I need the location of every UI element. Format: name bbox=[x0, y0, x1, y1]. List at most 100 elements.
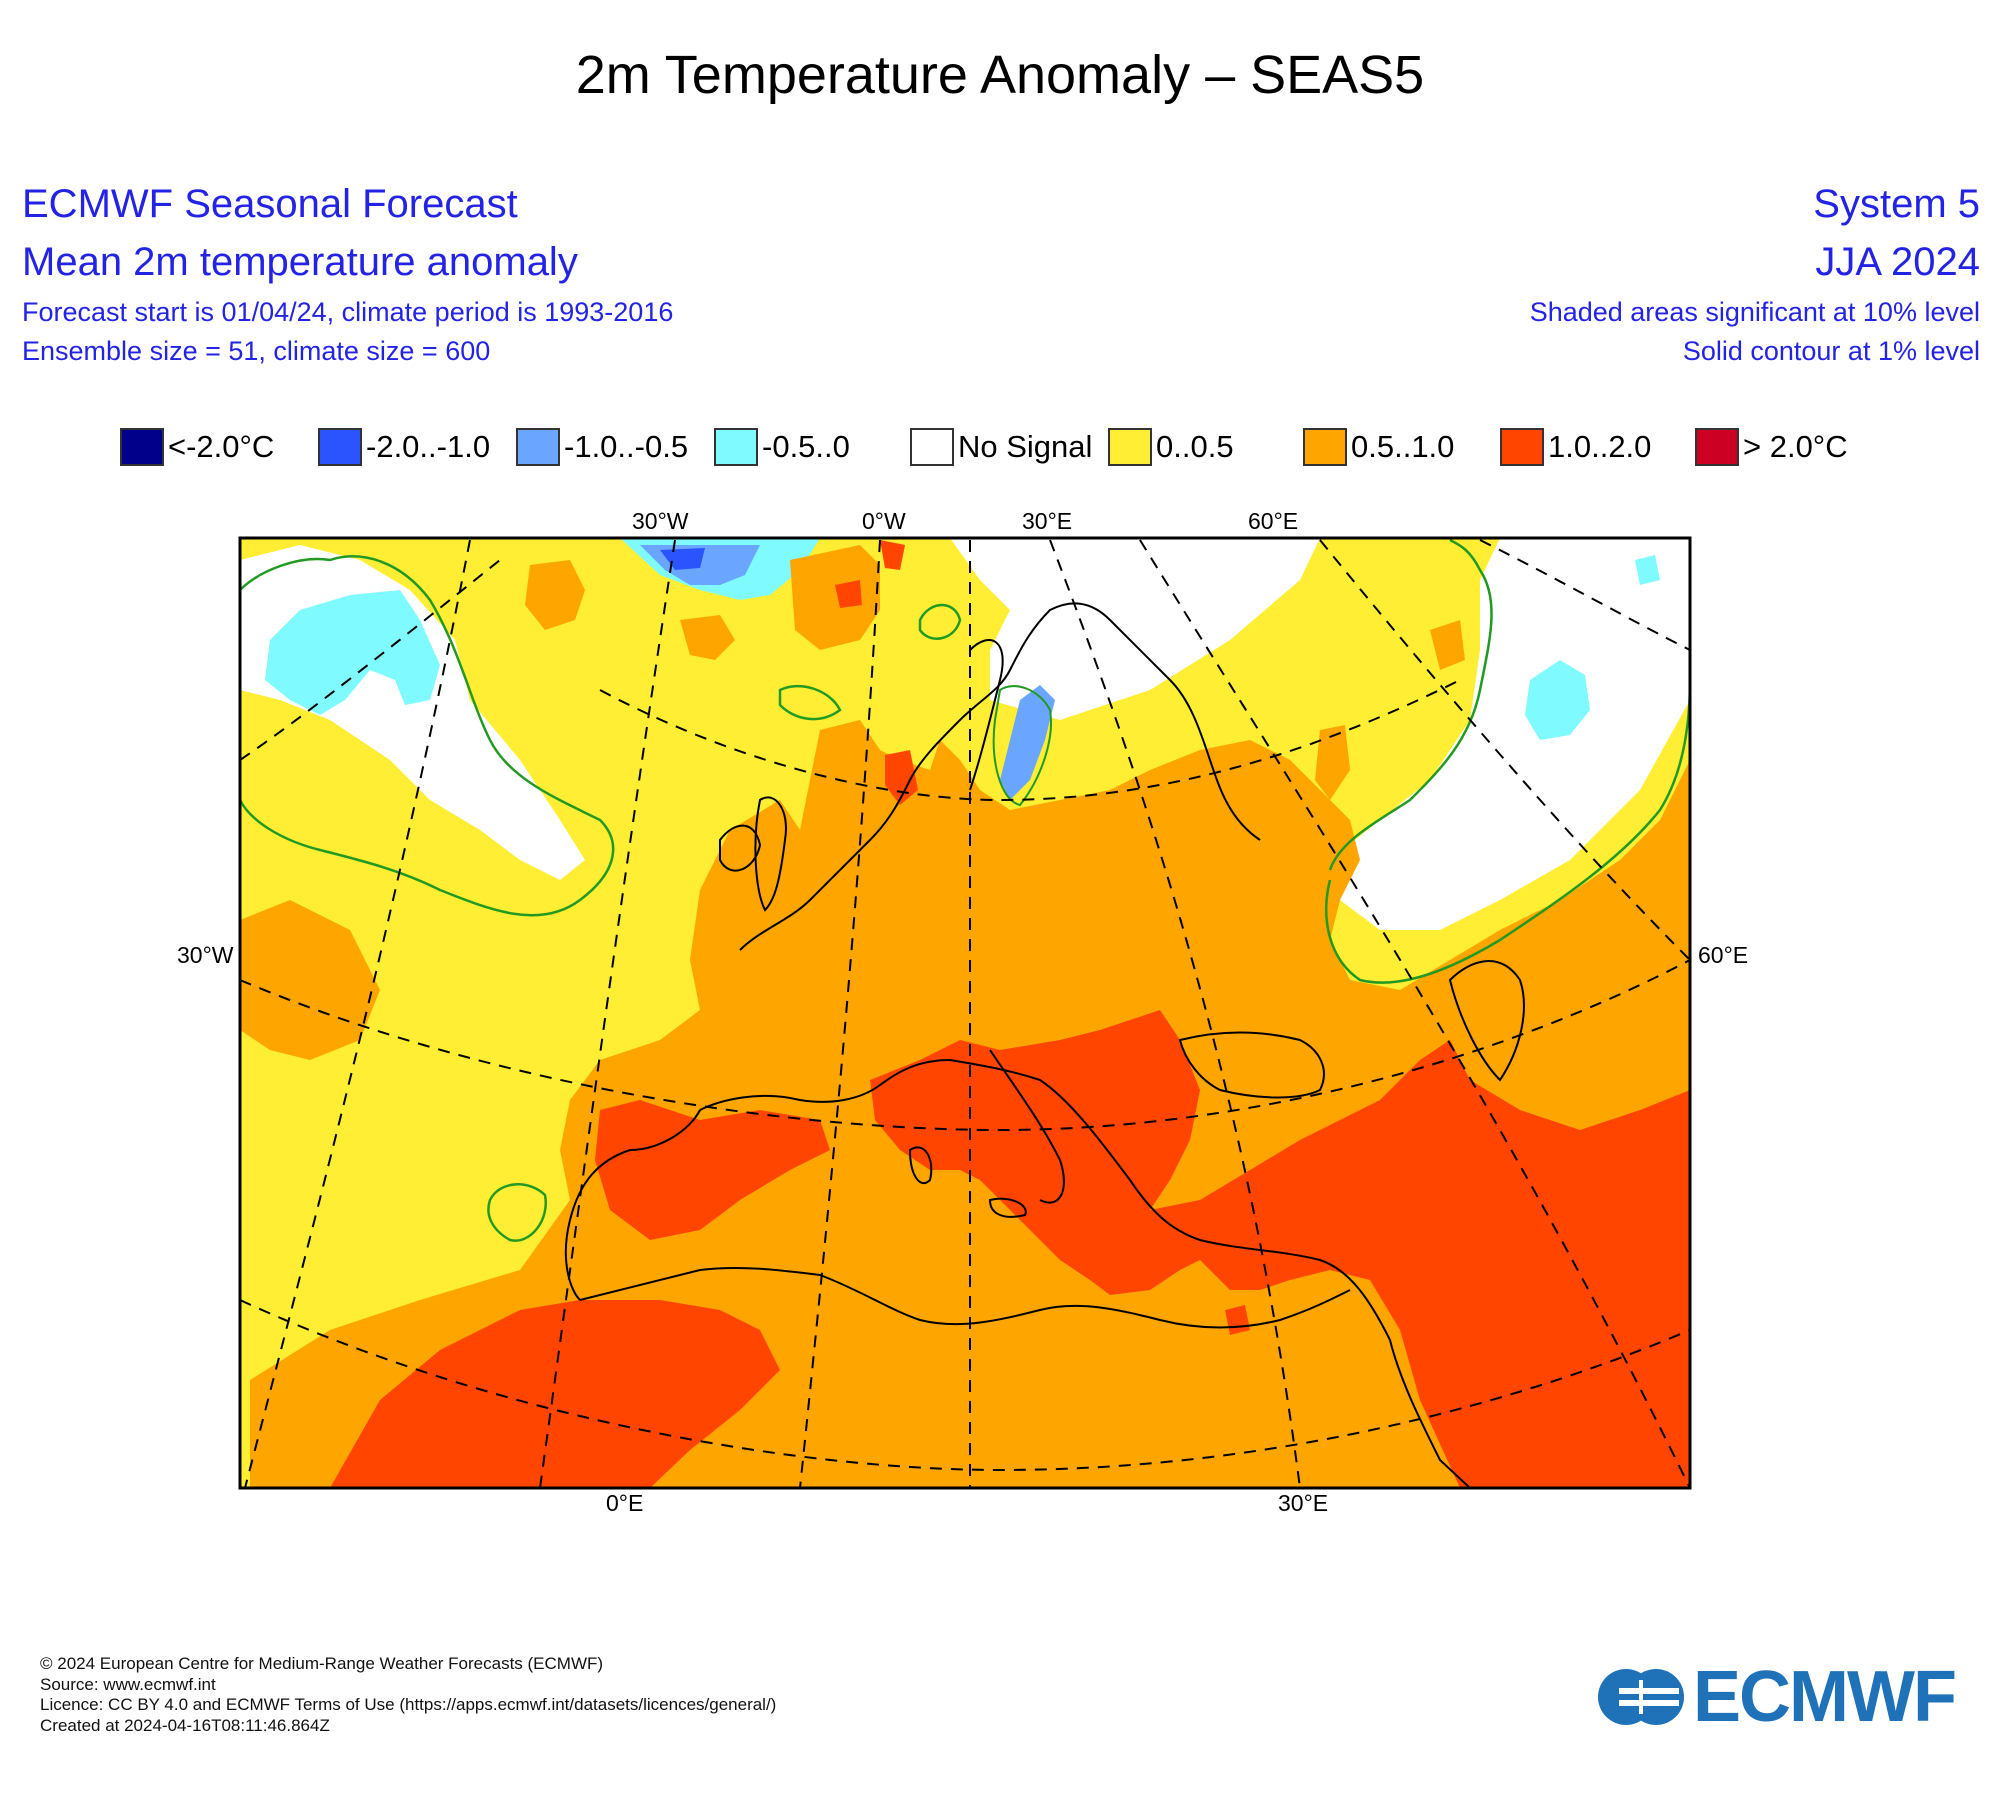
contour-atlantic-small bbox=[487, 1183, 548, 1242]
contour-russia-south bbox=[1325, 679, 1690, 984]
shade-white-scandinavia bbox=[950, 538, 1320, 720]
shade-red-north-sea bbox=[880, 540, 905, 570]
graticule bbox=[240, 539, 1690, 1488]
footer-credits: © 2024 European Centre for Medium-Range … bbox=[40, 1654, 776, 1736]
legend-item-minus1-minus05: -1.0..-0.5 bbox=[516, 428, 688, 466]
shade-white-russia bbox=[1330, 538, 1690, 930]
axis-label-top-60e: 60°E bbox=[1248, 508, 1299, 534]
shade-red-norwegian bbox=[835, 580, 862, 608]
coast-sicily bbox=[988, 1197, 1027, 1218]
shade-cyan-atlantic bbox=[265, 590, 440, 715]
ecmwf-logo: ECMWF bbox=[1595, 1657, 1975, 1737]
legend-item-lt-minus2: <-2.0°C bbox=[120, 428, 274, 466]
shade-orange-iceland bbox=[680, 615, 735, 660]
legend-label: -2.0..-1.0 bbox=[366, 429, 491, 464]
legend-swatch bbox=[318, 428, 362, 466]
legend-swatch bbox=[910, 428, 954, 466]
legend-swatch bbox=[120, 428, 164, 466]
legend-swatch bbox=[1108, 428, 1152, 466]
axis-label-top-0w: 0°W bbox=[862, 508, 906, 534]
shade-orange-iceland-west bbox=[525, 560, 585, 630]
legend-swatch bbox=[1303, 428, 1347, 466]
axis-label-bottom-0e: 0°E bbox=[606, 1490, 644, 1516]
legend-item-minus2-minus1: -2.0..-1.0 bbox=[318, 428, 490, 466]
header-season: JJA 2024 bbox=[1815, 240, 1980, 284]
axis-label-right-60e: 60°E bbox=[1698, 942, 1749, 968]
contour-iceland bbox=[778, 684, 842, 721]
legend-label: > 2.0°C bbox=[1743, 429, 1848, 464]
header-org: ECMWF Seasonal Forecast bbox=[22, 182, 518, 226]
legend-swatch bbox=[1500, 428, 1544, 466]
coast-sardinia bbox=[908, 1146, 933, 1185]
footer-licence: Licence: CC BY 4.0 and ECMWF Terms of Us… bbox=[40, 1695, 777, 1714]
header-forecast-start: Forecast start is 01/04/24, climate peri… bbox=[22, 297, 674, 327]
footer-source: Source: www.ecmwf.int bbox=[40, 1674, 216, 1694]
shade-lightblue-sweden bbox=[1000, 685, 1055, 800]
graticule-meridian-ne bbox=[1479, 539, 1690, 651]
color-legend: <-2.0°C -2.0..-1.0 -1.0..-0.5 -0.5..0 No… bbox=[0, 428, 2000, 472]
ecmwf-logo-text: ECMWF bbox=[1693, 1657, 1957, 1737]
map-shading bbox=[240, 538, 1690, 1488]
legend-swatch bbox=[1695, 428, 1739, 466]
graticule-meridian-w0 bbox=[539, 539, 676, 1488]
graticule-meridian-0 bbox=[799, 539, 881, 1488]
legend-item-no-signal: No Signal bbox=[910, 428, 1092, 466]
graticule-meridian-e30 bbox=[1049, 539, 1301, 1488]
graticule-parallel-south bbox=[240, 1299, 1690, 1472]
axis-label-bottom-30e: 30°E bbox=[1278, 1490, 1329, 1516]
shade-orange-urals bbox=[1315, 725, 1350, 800]
contour-atlantic bbox=[240, 555, 615, 917]
chart-title: 2m Temperature Anomaly – SEAS5 bbox=[575, 45, 1425, 105]
coast-black-sea bbox=[1178, 1031, 1325, 1099]
coast-scandinavia bbox=[969, 639, 1004, 791]
header-contour-note: Solid contour at 1% level bbox=[1682, 336, 1980, 366]
legend-item-1-2: 1.0..2.0 bbox=[1500, 428, 1651, 466]
shade-orange-north-russia bbox=[1430, 620, 1465, 670]
coastlines bbox=[564, 602, 1525, 1488]
header-significance: Shaded areas significant at 10% level bbox=[1529, 297, 1980, 327]
axis-label-top-30w: 30°W bbox=[632, 508, 689, 534]
footer-copyright: © 2024 European Centre for Medium-Range … bbox=[40, 1654, 604, 1673]
legend-swatch bbox=[516, 428, 560, 466]
graticule-parallel-north bbox=[599, 679, 1461, 802]
coast-italy bbox=[989, 1049, 1065, 1204]
legend-swatch bbox=[714, 428, 758, 466]
shade-red-norway bbox=[885, 750, 918, 805]
legend-item-0-05: 0..0.5 bbox=[1108, 428, 1234, 466]
ecmwf-logo-icon bbox=[1598, 1669, 1684, 1725]
coast-iberia bbox=[564, 1109, 701, 1301]
coast-ireland bbox=[719, 824, 762, 872]
contour-norwegian-sea bbox=[918, 603, 962, 640]
contour-russia bbox=[1328, 538, 1493, 871]
coast-britain bbox=[754, 796, 787, 912]
legend-label: 1.0..2.0 bbox=[1548, 429, 1652, 464]
legend-label: 0.5..1.0 bbox=[1351, 429, 1455, 464]
graticule-meridian-e60 bbox=[1139, 539, 1690, 1488]
contour-sweden bbox=[992, 685, 1052, 807]
legend-label: No Signal bbox=[958, 429, 1093, 464]
legend-label: -1.0..-0.5 bbox=[564, 429, 689, 464]
shade-cyan-northeast bbox=[1635, 555, 1660, 585]
legend-label: 0..0.5 bbox=[1156, 429, 1234, 464]
legend-label: <-2.0°C bbox=[168, 429, 275, 464]
footer-created: Created at 2024-04-16T08:11:46.864Z bbox=[40, 1715, 330, 1735]
coast-mediterranean-north bbox=[699, 1058, 1471, 1488]
graticule-meridian-w1 bbox=[244, 539, 471, 1488]
map-frame bbox=[238, 536, 1692, 1490]
graticule-parallel-mid bbox=[240, 959, 1690, 1132]
shade-orange-norwegian-sea bbox=[790, 545, 880, 650]
header-variable: Mean 2m temperature anomaly bbox=[22, 240, 578, 284]
legend-item-gt-2: > 2.0°C bbox=[1695, 428, 1848, 466]
coast-north-africa bbox=[579, 1266, 1351, 1329]
coast-north-europe bbox=[739, 602, 1261, 951]
axis-label-left-30w: 30°W bbox=[177, 942, 234, 968]
graticule-meridian-nw bbox=[240, 559, 501, 761]
axis-label-top-30e: 30°E bbox=[1022, 508, 1073, 534]
legend-label: -0.5..0 bbox=[762, 429, 850, 464]
header-ensemble-size: Ensemble size = 51, climate size = 600 bbox=[22, 336, 491, 366]
legend-item-minus05-0: -0.5..0 bbox=[714, 428, 850, 466]
shade-red-balkans-turkey bbox=[870, 1010, 1690, 1488]
shade-red-iberia bbox=[595, 1100, 830, 1240]
legend-item-05-1: 0.5..1.0 bbox=[1303, 428, 1454, 466]
